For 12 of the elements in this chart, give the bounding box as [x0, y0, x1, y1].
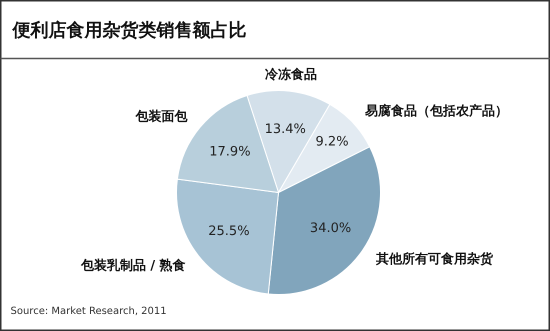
slice-label: 包装面包	[134, 109, 189, 124]
source-note: Source: Market Research, 2011	[10, 306, 167, 317]
data-label: 25.5%	[208, 224, 250, 240]
slice-label: 包装乳制品 / 熟食	[80, 257, 186, 274]
data-label: 9.2%	[316, 134, 349, 150]
data-label: 34.0%	[310, 220, 352, 236]
chart-title: 便利店食用杂货类销售额占比	[12, 20, 246, 41]
slice-label: 其他所有可食用杂货	[374, 251, 494, 268]
slice-label: 冷冻食品	[265, 66, 318, 82]
slice-label: 易腐食品（包括农产品）	[364, 103, 508, 120]
data-label: 17.9%	[209, 144, 251, 160]
data-label: 13.4%	[264, 122, 306, 138]
